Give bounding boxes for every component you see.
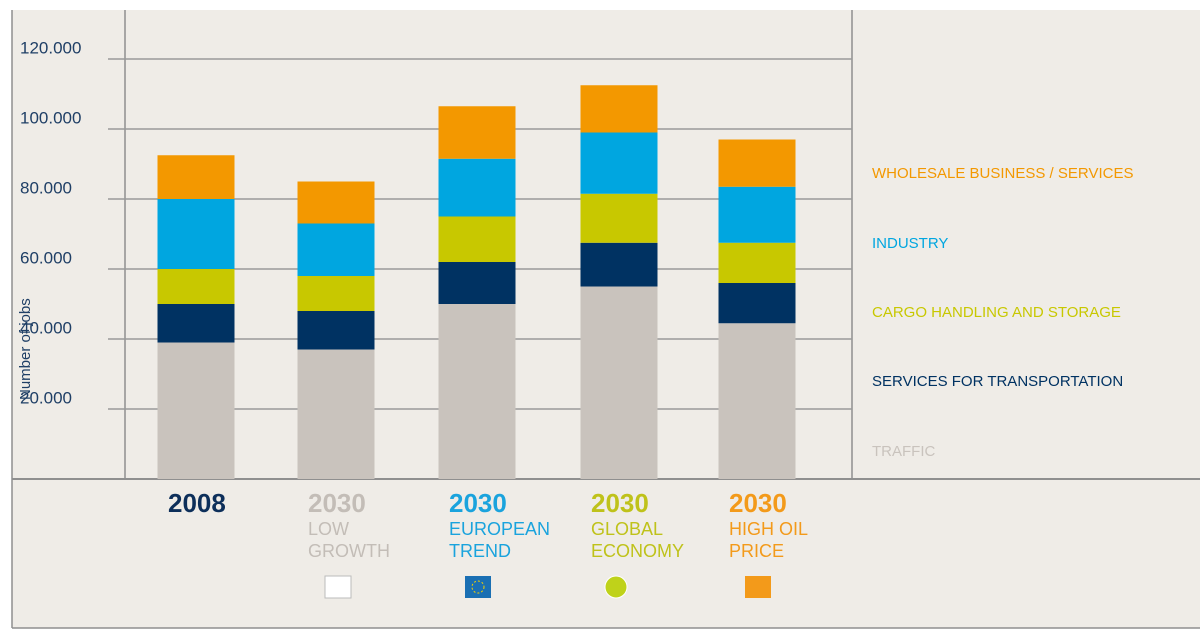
bar-segment <box>157 342 235 479</box>
icon-european <box>465 576 491 598</box>
y-tick-label: 20.000 <box>20 388 72 407</box>
legend-label: WHOLESALE BUSINESS / SERVICES <box>872 165 1133 182</box>
category-label: 2030 <box>449 488 507 518</box>
y-tick-label: 100.000 <box>20 108 81 127</box>
icon-oil <box>745 576 771 598</box>
legend-label: SERVICES FOR TRANSPORTATION <box>872 373 1123 390</box>
icon-global <box>604 575 628 599</box>
scenario-label: GLOBAL <box>591 519 663 539</box>
bar-segment <box>438 304 516 479</box>
category-label: 2008 <box>168 488 226 518</box>
scenario-label: TREND <box>449 541 511 561</box>
bar-segment <box>438 106 516 159</box>
y-tick-label: 40.000 <box>20 318 72 337</box>
bar-segment <box>157 269 235 304</box>
bar-segment <box>718 186 796 243</box>
category-label: 2030 <box>591 488 649 518</box>
category-label: 2030 <box>308 488 366 518</box>
bar-segment <box>438 216 516 262</box>
legend-label: INDUSTRY <box>872 235 948 252</box>
icon-eu-stars <box>471 580 485 594</box>
bar-segment <box>580 85 658 133</box>
bar-segment <box>157 155 235 199</box>
scenario-label: PRICE <box>729 541 784 561</box>
scenario-label: HIGH OIL <box>729 519 808 539</box>
bar-segment <box>718 323 796 479</box>
legend-label: TRAFFIC <box>872 443 935 460</box>
y-tick-label: 60.000 <box>20 248 72 267</box>
bar-segment <box>580 286 658 479</box>
bar-segment <box>718 283 796 324</box>
bar-segment <box>580 132 658 194</box>
legend-label: CARGO HANDLING AND STORAGE <box>872 304 1121 321</box>
bar-segment <box>157 304 235 343</box>
scenario-label: GROWTH <box>308 541 390 561</box>
bar-segment <box>580 193 658 243</box>
y-axis-label: Number of jobs <box>17 298 34 400</box>
bar-segment <box>297 181 375 224</box>
bar-segment <box>297 276 375 311</box>
bar-segment <box>718 139 796 187</box>
scenario-label: ECONOMY <box>591 541 684 561</box>
bar-segment <box>297 349 375 479</box>
bar-segment <box>438 262 516 304</box>
scenario-icons <box>324 575 771 599</box>
scenario-label: LOW <box>308 519 349 539</box>
bar-segment <box>297 223 375 276</box>
scenario-label: EUROPEAN <box>449 519 550 539</box>
icon-low-growth <box>324 575 352 599</box>
bar-segment <box>297 311 375 350</box>
bar-segment <box>157 199 235 269</box>
bar-segment <box>718 242 796 283</box>
category-label: 2030 <box>729 488 787 518</box>
y-tick-label: 80.000 <box>20 178 72 197</box>
bar-segment <box>438 158 516 217</box>
y-tick-label: 120.000 <box>20 38 81 57</box>
bar-segment <box>580 242 658 287</box>
